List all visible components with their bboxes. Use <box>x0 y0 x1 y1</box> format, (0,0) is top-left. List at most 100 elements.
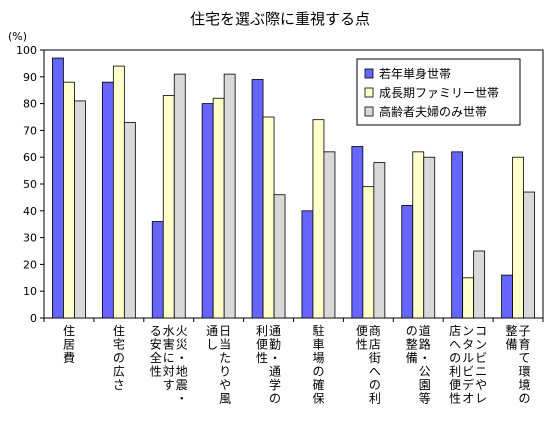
bar-2-7 <box>362 186 375 319</box>
category-label-char: へ <box>369 365 381 379</box>
category-label-char: 便 <box>256 338 268 352</box>
bar-3-10 <box>523 191 535 319</box>
bar-1-5 <box>251 79 264 319</box>
category-label-char: 地 <box>176 365 188 379</box>
category-label-char: デ <box>462 377 474 392</box>
category-label-char: や <box>219 378 231 392</box>
bar-3-7 <box>373 162 386 319</box>
category-label-char: 住 <box>63 324 75 338</box>
bar-2-2 <box>112 65 125 319</box>
category-label-char: の <box>113 351 125 365</box>
category-label-char: 宅 <box>113 337 125 352</box>
bar-3-6 <box>323 151 336 319</box>
category-label-char: 育 <box>519 337 531 352</box>
category-label-char: 全 <box>150 350 162 365</box>
category-label-char: 利 <box>256 324 268 338</box>
bar-2-10 <box>512 156 524 319</box>
category-label-char: 害 <box>163 337 175 352</box>
category-label-char: 住 <box>113 324 125 338</box>
bar-3-5 <box>273 194 286 319</box>
category-label-char: 対 <box>163 365 175 379</box>
category-label-char: 公 <box>419 365 431 379</box>
bar-3-3 <box>173 73 186 319</box>
category-label-char: 居 <box>63 338 75 352</box>
category-label-char: ビ <box>475 351 487 365</box>
legend-swatch <box>364 87 374 98</box>
y-tick-label: 10 <box>23 285 37 298</box>
bar-1-7 <box>351 146 364 319</box>
category-label-char: ・ <box>176 392 188 406</box>
category-label-char: 環 <box>519 365 531 379</box>
category-label-char: ・ <box>419 351 431 365</box>
category-label-char: 通 <box>269 365 281 379</box>
category-label-char: ン <box>475 338 487 352</box>
axes: 0 10 20 30 40 50 60 70 80 90 100 <box>16 44 544 325</box>
y-tick-label: 70 <box>23 124 37 137</box>
category-label-char: 災 <box>176 338 188 352</box>
y-tick-label: 30 <box>23 232 37 245</box>
category-label-char: 安 <box>150 337 162 352</box>
category-labels: 住居費住宅の広さ火災・地震・水害に対する安全性日当たりや風通し通勤・通学の利便性… <box>63 323 531 406</box>
category-label-char: タ <box>462 338 474 352</box>
legend-entry: 高齢者夫婦のみ世帯 <box>379 104 487 119</box>
category-label-char: 火 <box>176 324 188 338</box>
category-label-char: や <box>475 378 487 392</box>
bar-1-2 <box>101 81 114 319</box>
category-label-char: 車 <box>312 338 324 352</box>
y-tick-label: 0 <box>30 312 37 325</box>
bar-1-10 <box>501 274 513 319</box>
category-label-char: 性 <box>356 338 368 352</box>
y-tick-label: 20 <box>23 258 37 271</box>
category-label-char: 道 <box>419 324 431 338</box>
category-label-char: 水 <box>163 324 175 338</box>
category-label-char: の <box>449 351 461 365</box>
bar-1-6 <box>301 210 314 319</box>
category-label-char: オ <box>462 392 474 406</box>
bar-3-4 <box>223 73 236 319</box>
category-label-char: 性 <box>256 351 268 365</box>
category-label-char: 保 <box>312 392 324 406</box>
category-label-char: 性 <box>150 365 162 379</box>
category-label-char: ・ <box>176 351 188 365</box>
category-label-char: 通 <box>206 324 218 338</box>
bar-2-9 <box>462 277 475 319</box>
category-label-char: の <box>406 324 418 338</box>
category-label-char: 便 <box>449 378 461 392</box>
category-label-char: 性 <box>449 392 461 406</box>
category-label-char: 整 <box>506 323 518 338</box>
category-label-char: 備 <box>406 350 418 365</box>
category-label-char: 街 <box>369 351 381 365</box>
category-label-char: 確 <box>312 377 324 392</box>
bar-2-3 <box>162 95 175 319</box>
category-label: 道路・公園等 の整備 <box>406 324 431 406</box>
y-tick-label: 100 <box>16 44 37 57</box>
bar-3-9 <box>473 250 486 319</box>
category-label-char: 便 <box>356 324 368 338</box>
bar-1-4 <box>201 103 214 319</box>
legend-swatch <box>364 106 374 117</box>
category-label-char: し <box>206 338 218 352</box>
legend-box <box>356 58 521 126</box>
category-label-char: て <box>519 351 531 365</box>
category-label-char: ニ <box>475 365 487 379</box>
y-tick-label: 90 <box>23 71 37 84</box>
category-label-char: 利 <box>449 365 461 379</box>
bar-1-8 <box>401 205 414 319</box>
category-label-char: ビ <box>462 365 474 379</box>
category-label-char: た <box>219 351 231 365</box>
category-label-char: 路 <box>419 337 431 352</box>
category-label-char: コ <box>475 324 487 338</box>
category-label-char: り <box>219 365 231 379</box>
bar-2-6 <box>312 119 325 319</box>
category-label-char: 商 <box>369 323 381 338</box>
category-label-char: る <box>150 324 162 338</box>
y-tick-label: 80 <box>23 98 37 111</box>
category-label-char: 店 <box>369 338 381 352</box>
category-label-char: に <box>163 351 175 365</box>
